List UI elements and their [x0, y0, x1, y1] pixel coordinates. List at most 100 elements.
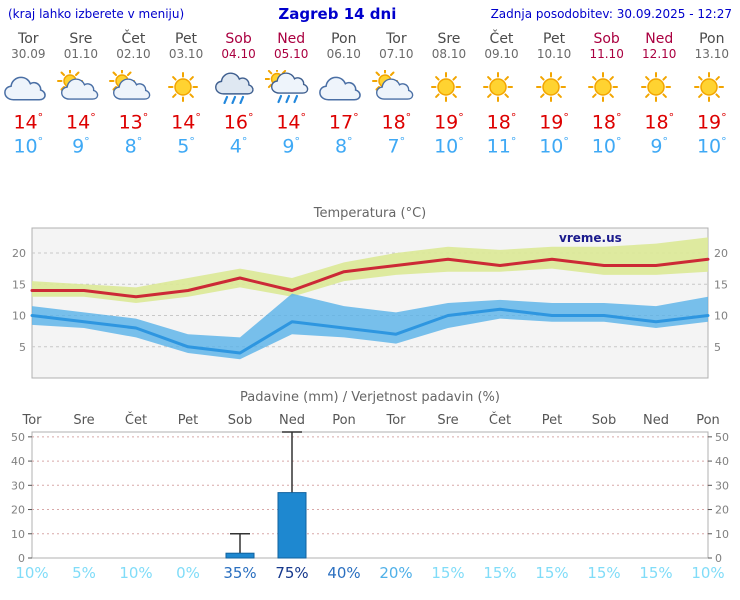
temp-ytick-right: 20 — [714, 247, 728, 260]
header: (kraj lahko izberete v meniju) Zagreb 14… — [0, 0, 740, 23]
precip-ytick-left: 50 — [11, 431, 25, 444]
probability-label: 15% — [535, 564, 568, 582]
precip-day-label: Tor — [21, 413, 42, 428]
max-temp: 14° — [171, 111, 201, 134]
cloudy-icon — [317, 70, 370, 106]
precip-day-label: Pon — [696, 413, 720, 428]
day-column: Čet 09.10 18° 11° — [475, 29, 528, 158]
precip-days-svg: Tor Sre Čet Pet Sob Ned Pon Tor Sre Čet Pet Sob Ned P… — [21, 412, 720, 428]
precip-ytick-right: 50 — [715, 431, 729, 444]
day-name: Pon — [699, 31, 725, 47]
max-temp: 19° — [434, 111, 464, 134]
min-temp: 9° — [650, 135, 669, 158]
precip-day-label: Ned — [643, 413, 669, 428]
precip-ytick-right: 0 — [715, 552, 722, 562]
min-temp-line — [30, 307, 710, 355]
day-column: Pet 10.10 19° 10° — [528, 29, 581, 158]
precipitation-section: Padavine (mm) / Verjetnost padavin (%) T… — [0, 390, 740, 584]
day-name: Čet — [121, 31, 146, 47]
probability-label: 5% — [72, 564, 96, 582]
day-date: 07.10 — [379, 47, 414, 61]
max-temp: 16° — [223, 111, 254, 134]
day-column: Pon 13.10 19° 10° — [686, 29, 739, 158]
day-date: 02.10 — [116, 47, 151, 61]
precip-day-label: Čet — [125, 412, 147, 428]
day-date: 09.10 — [484, 47, 519, 61]
day-column: Ned 12.10 18° 9° — [633, 29, 686, 158]
min-temp: 8° — [334, 135, 353, 158]
sunny-icon — [580, 70, 633, 106]
day-name: Pet — [543, 31, 566, 47]
temp-ytick-left: 20 — [12, 247, 26, 260]
temp-chart-title: Temperatura (°C) — [313, 205, 427, 221]
min-temp: 11° — [486, 135, 517, 158]
day-date: 03.10 — [168, 47, 204, 61]
day-column: Sre 01.10 14° 9° — [55, 29, 108, 158]
day-column: Pet 03.10 14° 5° — [160, 29, 213, 158]
page-title: Zagreb 14 dni — [278, 5, 397, 23]
day-date: 10.10 — [536, 47, 572, 61]
min-temp: 10° — [591, 135, 622, 158]
day-name: Tor — [386, 31, 407, 47]
precip-ytick-left: 0 — [18, 552, 25, 562]
day-name: Ned — [645, 31, 674, 47]
probability-svg: 10% 5% 10% 0% 35% 75% 40% 20% 15% 15% 15% 15% 15% 10% — [15, 564, 724, 582]
probability-label: 15% — [431, 564, 464, 582]
precip-ytick-left: 10 — [11, 527, 25, 540]
min-temp: 10° — [13, 135, 44, 158]
min-temp: 8° — [124, 135, 143, 158]
day-column: Sob 11.10 18° 10° — [580, 29, 633, 158]
precip-day-label: Sre — [437, 413, 458, 428]
probability-label: 15% — [639, 564, 672, 582]
min-temp: 7° — [387, 135, 406, 158]
probability-label: 35% — [223, 564, 256, 582]
temp-ytick-left: 10 — [12, 309, 26, 322]
sun-rain-icon — [264, 70, 318, 106]
day-name: Tor — [18, 31, 39, 47]
min-temp: 9° — [72, 135, 90, 158]
day-date: 13.10 — [694, 47, 729, 61]
temp-ytick-left: 15 — [12, 278, 26, 291]
probability-label: 15% — [587, 564, 620, 582]
menu-hint: (kraj lahko izberete v meniju) — [8, 7, 185, 21]
day-date: 06.10 — [326, 47, 361, 61]
last-updated: Zadnja posodobitev: 30.09.2025 - 12:27 — [490, 7, 732, 21]
sunny-icon — [475, 70, 528, 106]
day-name: Sre — [437, 31, 461, 47]
max-temp: 14° — [276, 111, 307, 134]
precip-ytick-right: 40 — [715, 455, 729, 468]
precip-day-label: Sre — [73, 413, 94, 428]
precip-day-label: Pon — [332, 413, 356, 428]
day-date: 04.10 — [221, 47, 256, 61]
sunny-icon — [528, 70, 581, 106]
day-column: Sre 08.10 19° 10° — [423, 29, 476, 158]
precip-day-label: Sob — [228, 413, 252, 428]
day-name: Ned — [277, 31, 306, 47]
day-column: Tor 30.09 14° 10° — [2, 29, 55, 158]
precip-ytick-left: 40 — [11, 455, 25, 468]
max-temp: 18° — [486, 111, 517, 134]
precip-ytick-right: 10 — [715, 527, 729, 540]
day-name: Sre — [69, 31, 93, 47]
precip-chart-title: Padavine (mm) / Verjetnost padavin (%) — [240, 389, 500, 405]
day-name: Čet — [489, 31, 514, 47]
max-temp: 18° — [644, 111, 675, 134]
day-name: Sob — [225, 31, 252, 47]
temperature-section: Temperatura (°C) 5 5 10 10 15 15 20 20 vreme.us — [0, 206, 740, 384]
precip-chart-svg: 0 0 10 10 20 20 30 30 40 40 50 50 — [11, 431, 729, 562]
weather-page: (kraj lahko izberete v meniju) Zagreb 14… — [0, 0, 740, 584]
day-column: Čet 02.10 13° 8° — [107, 29, 160, 158]
day-name: Pon — [331, 31, 357, 47]
min-temp: 4° — [229, 135, 248, 158]
precip-bar — [225, 552, 255, 559]
min-temp: 9° — [282, 135, 300, 158]
sunny-icon — [686, 70, 739, 106]
max-temp: 19° — [696, 111, 727, 134]
day-name: Sob — [593, 31, 620, 47]
temp-ytick-right: 10 — [714, 309, 728, 322]
min-temp: 10° — [696, 135, 727, 158]
precip-day-label: Ned — [279, 413, 305, 428]
day-date: 11.10 — [589, 47, 624, 61]
probability-label: 20% — [379, 564, 412, 582]
precip-ytick-right: 20 — [715, 503, 729, 516]
